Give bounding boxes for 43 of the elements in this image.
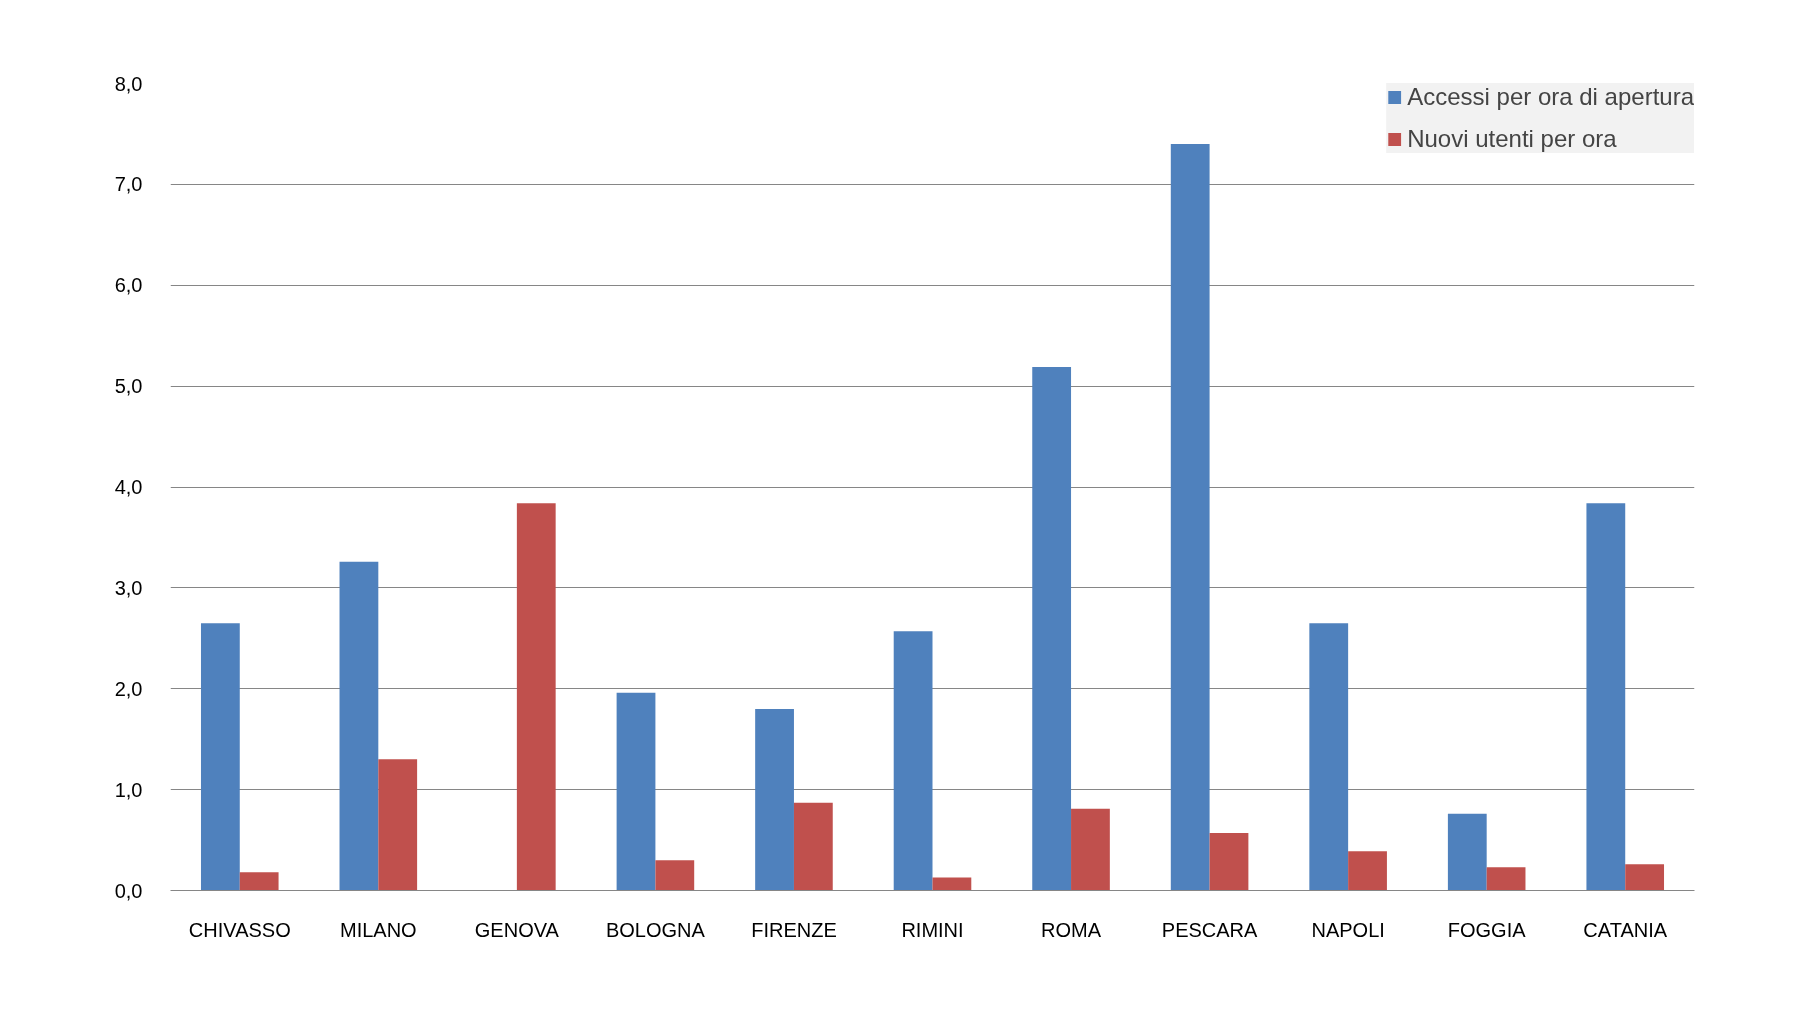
y-tick-label: 7,0 bbox=[114, 173, 143, 196]
bar bbox=[516, 503, 556, 891]
y-tick-label: 2,0 bbox=[114, 677, 143, 700]
bar bbox=[755, 708, 794, 891]
x-tick-label: GENOVA bbox=[474, 918, 560, 941]
legend-label: Nuovi utenti per ora bbox=[1407, 125, 1617, 153]
legend-label: Accessi per ora di apertura bbox=[1407, 83, 1694, 111]
bar bbox=[1486, 867, 1526, 891]
bar bbox=[1348, 851, 1387, 891]
bar bbox=[893, 631, 933, 891]
bar bbox=[616, 692, 656, 891]
bar bbox=[378, 759, 418, 891]
bar bbox=[339, 561, 379, 891]
x-tick-label: CATANIA bbox=[1583, 918, 1668, 941]
y-tick-label: 8,0 bbox=[114, 72, 143, 95]
x-tick-label: ROMA bbox=[1041, 918, 1102, 941]
x-tick-label: NAPOLI bbox=[1311, 918, 1385, 941]
bar bbox=[1209, 833, 1249, 891]
x-tick-label: MILANO bbox=[339, 918, 417, 941]
x-tick-label: RIMINI bbox=[901, 918, 964, 941]
y-tick-label: 0,0 bbox=[114, 879, 143, 902]
bar bbox=[1309, 623, 1349, 891]
bar bbox=[1586, 503, 1626, 891]
y-tick-label: 6,0 bbox=[114, 274, 143, 297]
y-tick-label: 5,0 bbox=[114, 375, 143, 398]
bar bbox=[932, 877, 972, 891]
bar bbox=[1071, 808, 1110, 891]
bar bbox=[1447, 813, 1487, 891]
bar bbox=[200, 623, 240, 891]
bar bbox=[1170, 144, 1210, 891]
x-tick-label: PESCARA bbox=[1161, 918, 1259, 941]
x-tick-label: FOGGIA bbox=[1447, 918, 1527, 941]
y-tick-label: 1,0 bbox=[114, 778, 143, 801]
bar bbox=[1625, 864, 1665, 891]
y-tick-label: 4,0 bbox=[114, 476, 143, 498]
y-tick-label: 3,0 bbox=[114, 576, 143, 599]
x-tick-label: CHIVASSO bbox=[188, 918, 291, 941]
x-tick-label: FIRENZE bbox=[751, 918, 837, 941]
bar bbox=[239, 872, 279, 891]
bar bbox=[793, 802, 833, 891]
x-tick-label: BOLOGNA bbox=[605, 918, 706, 941]
bar bbox=[655, 860, 695, 891]
bar bbox=[1032, 366, 1072, 891]
